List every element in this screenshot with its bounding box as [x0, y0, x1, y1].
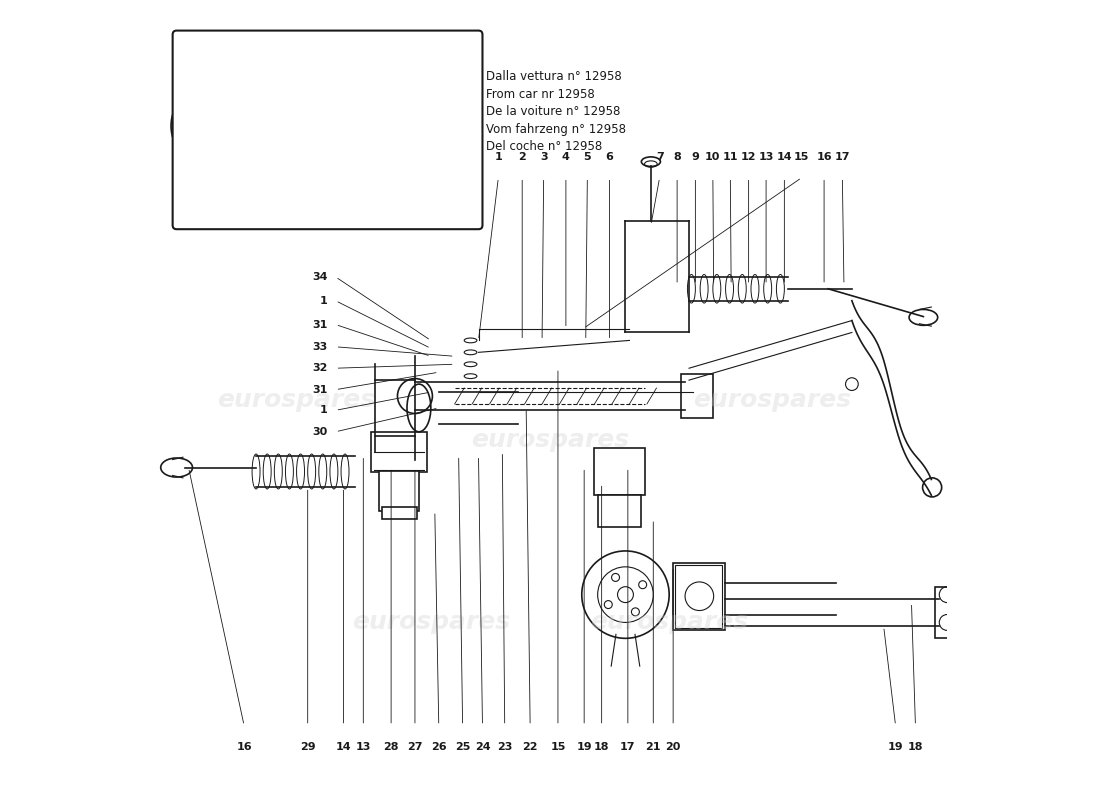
Text: Dalla vettura n° 12958: Dalla vettura n° 12958	[486, 70, 623, 83]
Text: 19: 19	[576, 742, 592, 752]
Text: From car nr 12958: From car nr 12958	[486, 88, 595, 101]
Text: 1: 1	[495, 152, 503, 162]
Bar	[382, 507, 417, 519]
Bar	[935, 586, 959, 638]
Text: 20: 20	[666, 742, 681, 752]
Text: Del coche n° 12958: Del coche n° 12958	[486, 140, 603, 154]
Text: 30: 30	[312, 426, 328, 437]
Text: 12: 12	[741, 152, 757, 162]
Text: 5: 5	[583, 152, 591, 162]
Text: 18: 18	[594, 742, 609, 752]
Bar	[597, 495, 641, 527]
Text: 37: 37	[354, 62, 372, 74]
Text: 13: 13	[758, 152, 773, 162]
Text: 6: 6	[606, 152, 614, 162]
Text: eurospares: eurospares	[471, 428, 629, 452]
Text: 16: 16	[236, 742, 252, 752]
Text: 29: 29	[300, 742, 316, 752]
Text: 26: 26	[431, 742, 447, 752]
Bar	[379, 471, 419, 511]
Text: 22: 22	[522, 742, 538, 752]
Text: 33: 33	[312, 342, 328, 352]
Text: 31: 31	[312, 385, 328, 394]
Text: 23: 23	[497, 742, 513, 752]
Text: 36: 36	[315, 62, 332, 74]
Text: 2: 2	[518, 152, 526, 162]
Text: 13: 13	[355, 742, 371, 752]
Text: 1: 1	[320, 406, 328, 415]
Bar	[372, 432, 427, 471]
Text: eurospares: eurospares	[217, 388, 375, 412]
Text: 24: 24	[475, 742, 491, 752]
Text: 7: 7	[656, 152, 663, 162]
Text: 27: 27	[407, 742, 422, 752]
Ellipse shape	[641, 157, 660, 166]
Text: Vom fahrzeng n° 12958: Vom fahrzeng n° 12958	[486, 122, 626, 136]
Text: 10: 10	[705, 152, 720, 162]
Bar	[673, 563, 725, 630]
Text: 1: 1	[320, 296, 328, 306]
Text: 14: 14	[777, 152, 792, 162]
Text: eurospares: eurospares	[352, 610, 510, 634]
Text: eurospares: eurospares	[693, 388, 851, 412]
Text: 32: 32	[312, 363, 328, 374]
Text: 17: 17	[620, 742, 636, 752]
Text: 14: 14	[336, 742, 351, 752]
Text: 34: 34	[312, 272, 328, 282]
Text: 19: 19	[888, 742, 903, 752]
Text: 21: 21	[646, 742, 661, 752]
Bar	[434, 112, 463, 142]
Text: 17: 17	[835, 152, 850, 162]
Text: 11: 11	[723, 152, 738, 162]
FancyBboxPatch shape	[173, 30, 483, 229]
Bar	[681, 374, 713, 418]
Bar	[256, 112, 286, 140]
Text: eurospares: eurospares	[590, 610, 748, 634]
Text: 9: 9	[692, 152, 700, 162]
Text: 3: 3	[540, 152, 548, 162]
Text: De la voiture n° 12958: De la voiture n° 12958	[486, 106, 620, 118]
Text: 25: 25	[455, 742, 471, 752]
Text: 4: 4	[562, 152, 570, 162]
Text: 28: 28	[384, 742, 399, 752]
Text: 18: 18	[908, 742, 923, 752]
Text: 31: 31	[312, 319, 328, 330]
Text: 15: 15	[550, 742, 565, 752]
Text: 16: 16	[816, 152, 832, 162]
Text: 15: 15	[794, 152, 810, 162]
Text: 38: 38	[383, 62, 399, 74]
Text: 35: 35	[292, 62, 308, 74]
Bar	[594, 448, 646, 495]
Bar	[674, 566, 723, 628]
Text: 8: 8	[673, 152, 681, 162]
